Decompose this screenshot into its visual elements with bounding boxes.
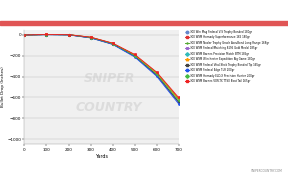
Y-axis label: Bullet Drop (Inches): Bullet Drop (Inches) [1, 67, 5, 107]
Text: SNIPER: SNIPER [84, 72, 135, 85]
X-axis label: Yards: Yards [95, 154, 108, 159]
Bar [0, 21, 288, 25]
Text: LONG RANGE TRAJECTORY: LONG RANGE TRAJECTORY [78, 5, 210, 15]
Text: COUNTRY: COUNTRY [76, 101, 142, 114]
Legend: 300 Win Mag Federal V-S Trophy Bonded 180gr, 300 WSM Hornady Superformance 165 1: 300 Win Mag Federal V-S Trophy Bonded 18… [185, 30, 270, 83]
Text: SNIPERCOUNTRY.COM: SNIPERCOUNTRY.COM [251, 169, 282, 173]
